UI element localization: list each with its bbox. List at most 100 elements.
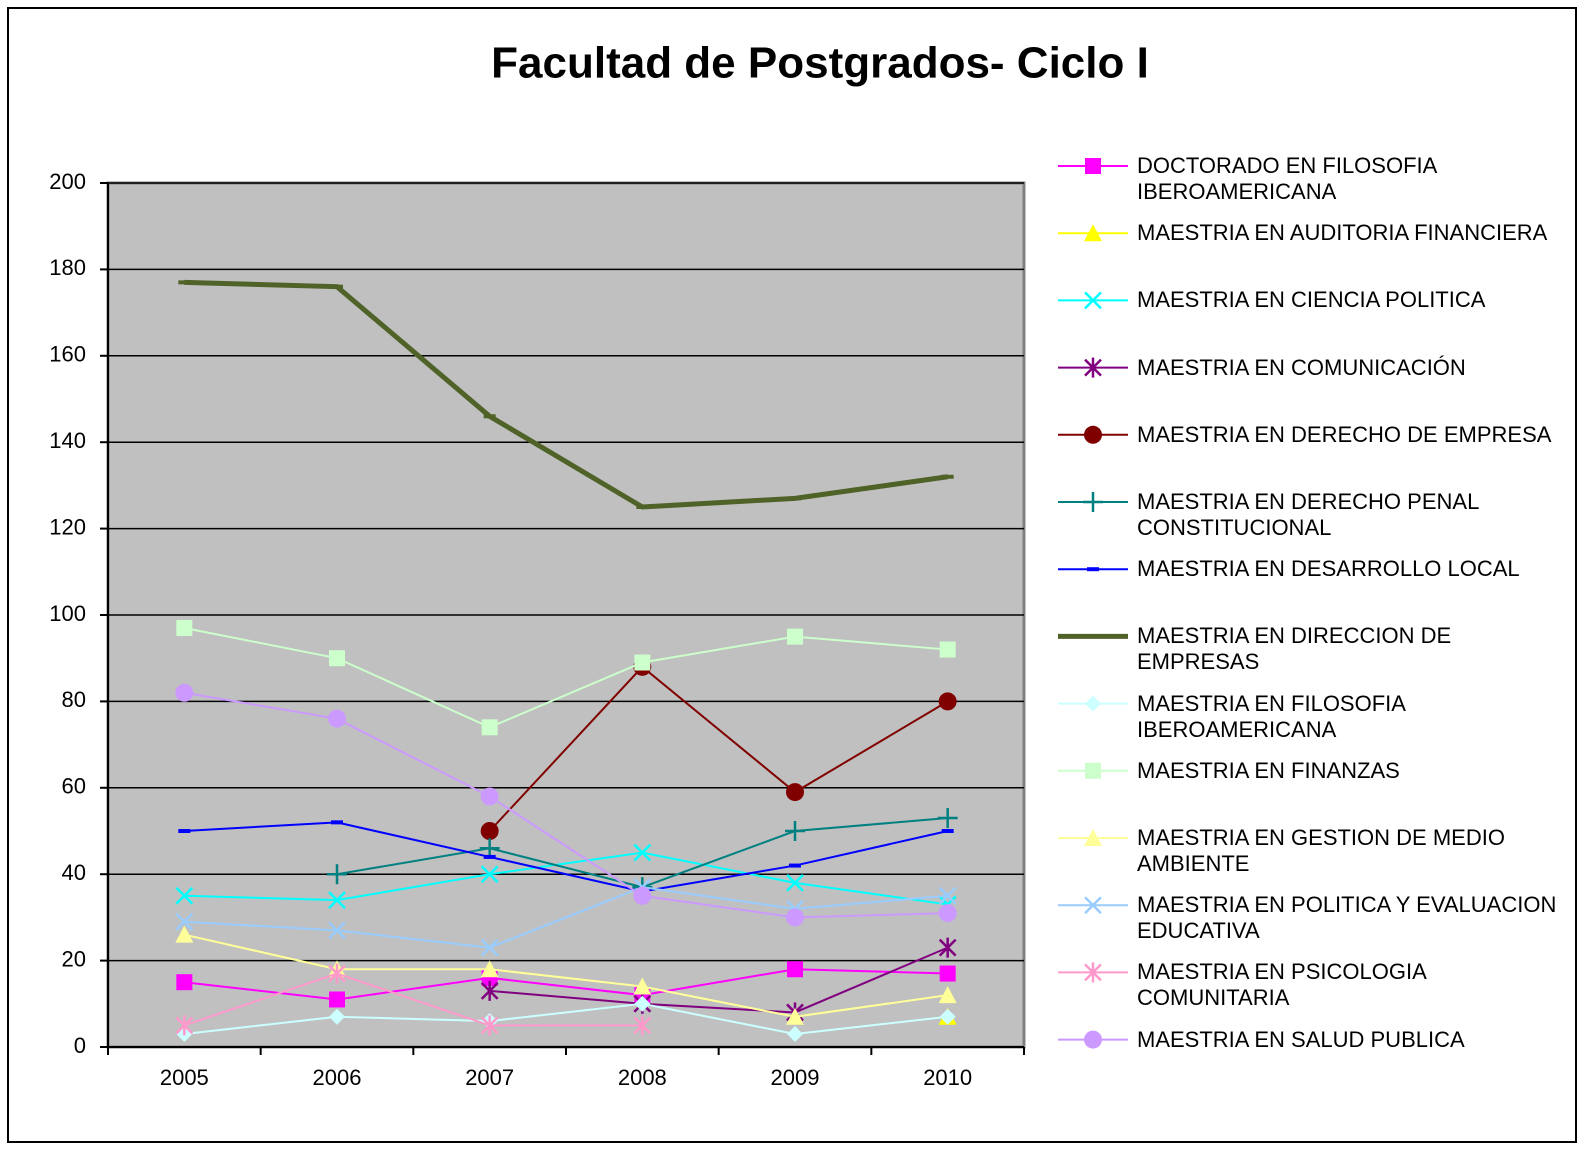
data-point bbox=[785, 821, 805, 841]
legend-marker-part bbox=[1085, 762, 1101, 779]
data-point bbox=[480, 938, 499, 957]
data-point bbox=[480, 960, 499, 978]
data-point bbox=[939, 1008, 956, 1025]
data-point-part bbox=[786, 908, 804, 927]
series-line bbox=[184, 626, 948, 729]
legend-marker bbox=[1083, 492, 1103, 512]
data-point-part bbox=[633, 843, 652, 862]
data-point-part bbox=[176, 974, 193, 991]
data-point bbox=[329, 991, 345, 1008]
data-point-part bbox=[176, 619, 193, 636]
data-point bbox=[786, 908, 804, 927]
data-point bbox=[175, 1015, 194, 1036]
data-point bbox=[328, 963, 346, 984]
data-point bbox=[787, 1026, 803, 1043]
x-tick-label: 2005 bbox=[160, 1065, 209, 1090]
data-point bbox=[481, 719, 498, 736]
data-point bbox=[175, 925, 194, 943]
data-point-part bbox=[939, 641, 956, 658]
data-point-part bbox=[175, 886, 194, 905]
series-line bbox=[184, 691, 948, 919]
data-point-part bbox=[329, 991, 345, 1008]
y-tick-label: 160 bbox=[49, 342, 86, 367]
legend-marker-part bbox=[1084, 425, 1102, 444]
data-point bbox=[633, 1015, 652, 1036]
data-point-part bbox=[633, 886, 652, 905]
series-line bbox=[184, 968, 948, 1001]
legend-marker bbox=[1084, 1030, 1102, 1049]
data-point-part bbox=[939, 1008, 956, 1025]
data-point-part bbox=[787, 628, 803, 645]
series-line bbox=[184, 1002, 948, 1036]
data-point bbox=[328, 921, 346, 940]
data-point bbox=[175, 912, 194, 931]
legend-label: MAESTRIA EN CIENCIA POLITICA bbox=[1137, 287, 1486, 313]
data-point bbox=[937, 808, 958, 829]
data-point-part bbox=[480, 865, 499, 884]
data-point-part bbox=[938, 886, 957, 905]
data-point bbox=[939, 641, 956, 658]
x-tick-label: 2007 bbox=[465, 1065, 514, 1090]
data-point-part bbox=[480, 938, 499, 957]
data-point bbox=[480, 865, 499, 884]
data-point-part bbox=[329, 1008, 345, 1025]
legend-marker-part bbox=[1085, 158, 1101, 174]
legend-marker bbox=[1084, 357, 1102, 378]
y-tick-label: 0 bbox=[74, 1033, 86, 1058]
data-point bbox=[633, 886, 652, 905]
data-point-part bbox=[328, 709, 346, 728]
data-point-part bbox=[175, 925, 194, 943]
legend-label: MAESTRIA EN SALUD PUBLICA bbox=[1137, 1026, 1465, 1052]
data-point bbox=[329, 1008, 345, 1025]
legend-marker bbox=[1084, 829, 1102, 846]
data-point bbox=[176, 974, 193, 991]
data-point bbox=[938, 904, 957, 923]
legend-marker bbox=[1085, 158, 1101, 174]
data-point bbox=[938, 886, 957, 905]
data-point bbox=[938, 986, 957, 1004]
data-point bbox=[786, 873, 804, 892]
data-point bbox=[939, 965, 956, 982]
y-tick-label: 180 bbox=[49, 255, 86, 280]
legend-marker-part bbox=[1084, 1030, 1102, 1049]
chart-title: Facultad de Postgrados- Ciclo I bbox=[491, 39, 1149, 88]
series-line bbox=[184, 821, 948, 893]
legend-marker bbox=[1084, 224, 1102, 242]
data-point bbox=[175, 886, 194, 905]
data-point-part bbox=[786, 873, 804, 892]
x-tick-label: 2008 bbox=[618, 1065, 667, 1090]
data-point bbox=[786, 783, 804, 802]
data-point bbox=[938, 692, 957, 711]
data-point bbox=[175, 683, 194, 702]
data-point-part bbox=[938, 986, 957, 1004]
x-tick-label: 2009 bbox=[771, 1065, 820, 1090]
data-point bbox=[938, 937, 957, 958]
legend-label: MAESTRIA EN FINANZAS bbox=[1137, 757, 1400, 783]
legend-label: MAESTRIA EN FILOSOFIA IBEROAMERICANA bbox=[1137, 690, 1405, 742]
data-point-part bbox=[938, 692, 957, 711]
data-point bbox=[787, 628, 803, 645]
series-line bbox=[489, 946, 949, 1014]
legend-marker bbox=[1085, 695, 1101, 712]
y-tick-label: 20 bbox=[62, 946, 86, 971]
data-point bbox=[327, 864, 347, 885]
y-tick-label: 60 bbox=[62, 774, 86, 799]
data-point-part bbox=[786, 1007, 804, 1025]
data-point bbox=[328, 891, 346, 910]
data-point-part bbox=[633, 977, 652, 995]
data-point bbox=[633, 843, 652, 862]
data-point-part bbox=[787, 961, 803, 978]
series-line bbox=[184, 279, 949, 510]
legend-marker bbox=[1084, 896, 1102, 915]
data-point-part bbox=[939, 965, 956, 982]
x-tick-label: 2010 bbox=[923, 1065, 972, 1090]
series-line bbox=[184, 886, 948, 949]
legend-label: MAESTRIA EN DERECHO DE EMPRESA bbox=[1137, 421, 1552, 447]
y-tick-label: 80 bbox=[62, 687, 86, 712]
data-point bbox=[480, 980, 499, 1001]
legend-label: MAESTRIA EN GESTION DE MEDIO AMBIENTE bbox=[1137, 825, 1505, 876]
data-point bbox=[480, 1015, 499, 1036]
legend-label: MAESTRIA EN POLITICA Y EVALUACION EDUCAT… bbox=[1137, 892, 1557, 944]
series-line bbox=[488, 665, 949, 832]
